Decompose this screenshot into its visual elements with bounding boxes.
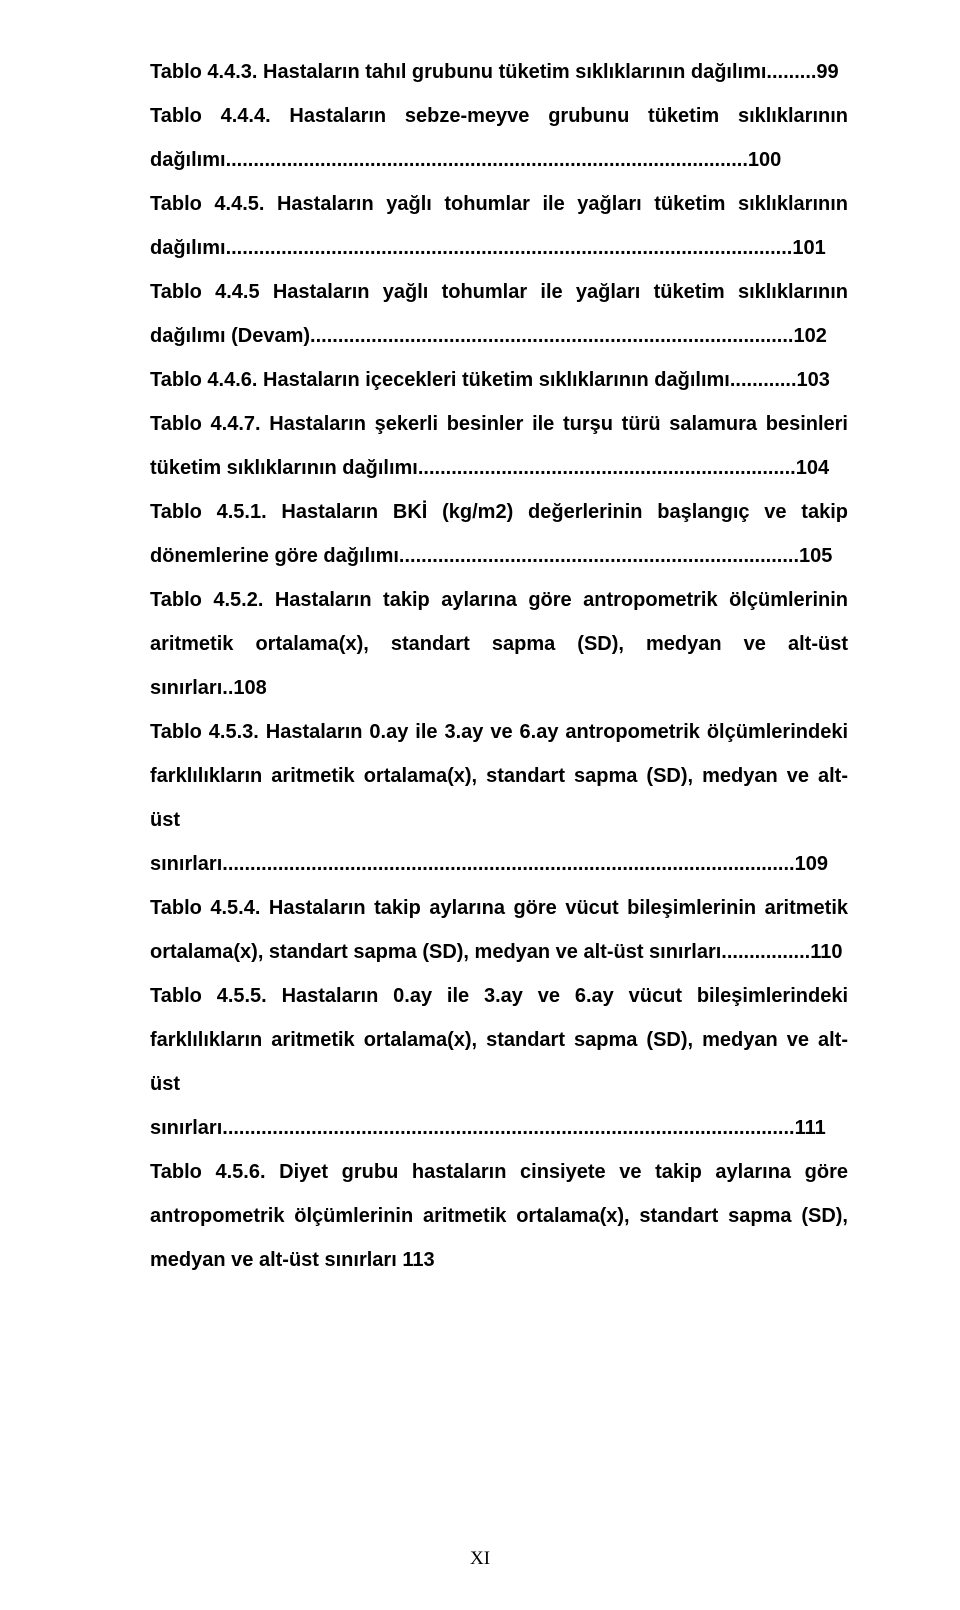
toc-entry: Tablo 4.4.5. Hastaların yağlı tohumlar i… [150,182,848,270]
toc-entry: Tablo 4.5.5. Hastaların 0.ay ile 3.ay ve… [150,974,848,1150]
document-page: Tablo 4.4.3. Hastaların tahıl grubunu tü… [0,0,960,1610]
toc-entry: Tablo 4.4.6. Hastaların içecekleri tüket… [150,358,848,402]
toc-entry: Tablo 4.5.1. Hastaların BKİ (kg/m2) değe… [150,490,848,578]
toc-entry: Tablo 4.5.6. Diyet grubu hastaların cins… [150,1150,848,1282]
toc-entry: Tablo 4.5.2. Hastaların takip aylarına g… [150,578,848,710]
toc-entry: Tablo 4.4.4. Hastaların sebze-meyve grub… [150,94,848,182]
toc-entry: Tablo 4.5.3. Hastaların 0.ay ile 3.ay ve… [150,710,848,886]
toc-entry: Tablo 4.4.3. Hastaların tahıl grubunu tü… [150,50,848,94]
toc-entry: Tablo 4.4.5 Hastaların yağlı tohumlar il… [150,270,848,358]
toc-entry: Tablo 4.5.4. Hastaların takip aylarına g… [150,886,848,974]
toc-entry: Tablo 4.4.7. Hastaların şekerli besinler… [150,402,848,490]
page-number: XI [0,1548,960,1570]
